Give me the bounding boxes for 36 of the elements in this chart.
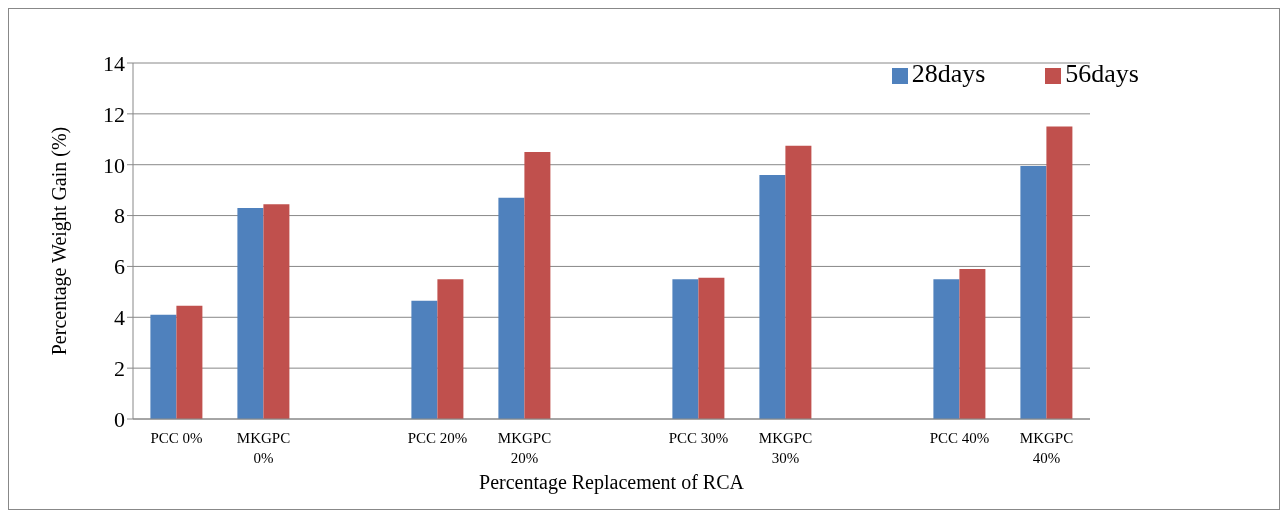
x-tick-label: PCC 30% [668,430,729,446]
x-axis-title: Percentage Replacement of RCA [479,471,745,494]
x-tick-label: MKGPC 0% [236,430,291,466]
y-tick-label: 6 [114,254,125,280]
bar [759,174,786,419]
bar [411,300,438,419]
bar [237,207,264,419]
x-tick-label: PCC 40% [929,430,990,446]
bar [263,204,290,419]
y-tick-label: 0 [114,406,125,432]
y-axis-title: Percentage Weight Gain (%) [48,126,72,356]
bar [959,268,986,419]
x-tick-label: PCC 20% [407,430,468,446]
y-tick-label: 12 [103,101,125,127]
x-tick-label: MKGPC 40% [1019,430,1074,466]
bar [785,145,812,419]
bar [176,305,203,419]
y-tick-label: 4 [114,305,125,331]
bar [524,152,551,419]
legend-label: 28days [911,59,986,88]
y-tick-label: 2 [114,355,125,381]
x-tick-label: PCC 0% [150,430,203,446]
bar [1046,126,1073,419]
bar [933,279,960,419]
x-tick-label: MKGPC 20% [497,430,552,466]
bar [698,277,725,419]
bar [1020,165,1047,419]
y-tick-label: 8 [114,203,125,229]
y-tick-label: 14 [103,50,125,76]
x-tick-label: MKGPC 30% [758,430,813,466]
bar [150,314,177,419]
bar [672,279,699,419]
legend-label: 56days [1065,59,1139,88]
bar [437,279,464,419]
y-tick-label: 10 [103,152,125,178]
bar [498,197,525,419]
